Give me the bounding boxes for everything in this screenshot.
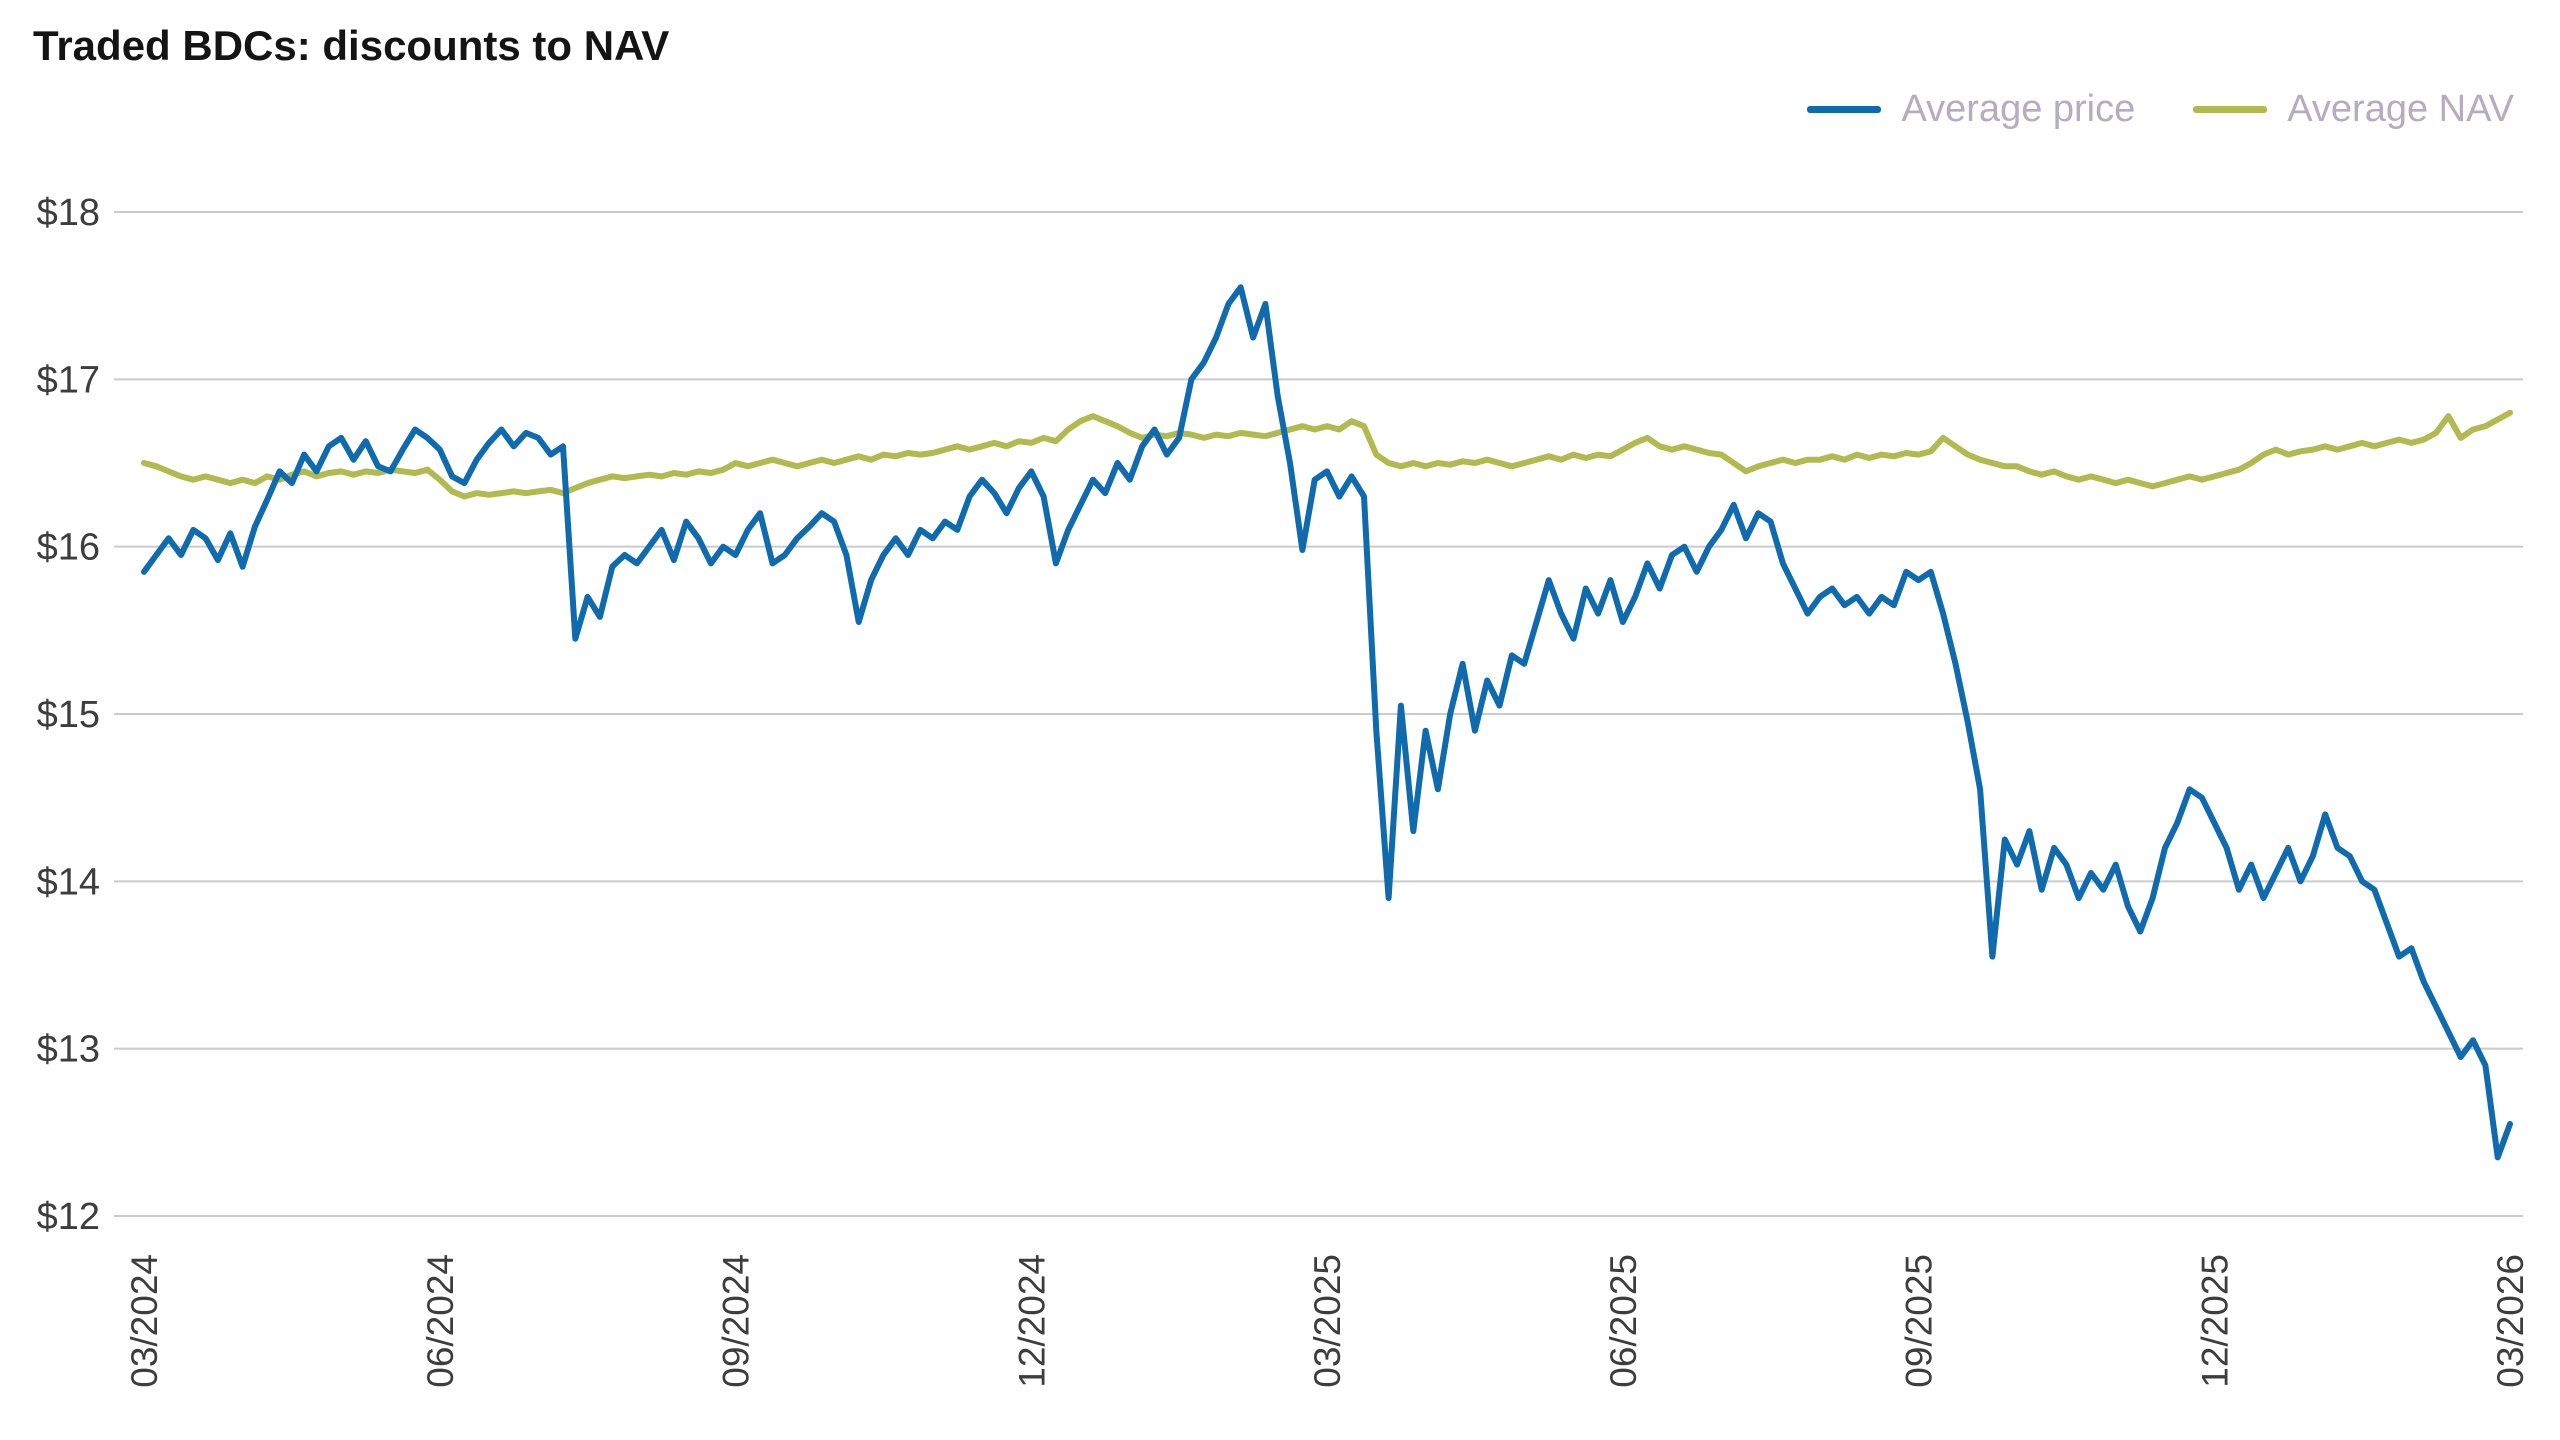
y-tick-label: $12 — [37, 1196, 100, 1238]
average-nav-line-swatch — [2193, 106, 2268, 113]
y-axis-labels: $18 $17 $16 $15 $14 $13 $12 — [37, 192, 100, 1238]
y-tick-label: $15 — [37, 694, 100, 736]
x-tick-label: 12/2024 — [1011, 1254, 1052, 1388]
x-tick-label: 03/2026 — [2490, 1254, 2531, 1388]
y-tick-label: $13 — [37, 1029, 100, 1071]
x-tick-label: 06/2024 — [420, 1254, 461, 1388]
x-tick-label: 12/2025 — [2194, 1254, 2235, 1388]
x-tick-label: 09/2024 — [716, 1254, 757, 1388]
y-tick-label: $16 — [37, 527, 100, 569]
x-tick-label: 03/2025 — [1307, 1254, 1348, 1388]
legend-item-average-price: Average price — [1807, 88, 2135, 131]
y-tick-label: $14 — [37, 861, 100, 903]
series-lines — [141, 284, 2513, 1161]
series-line-average-nav — [141, 409, 2513, 500]
x-tick-label: 03/2024 — [124, 1254, 165, 1388]
legend-label-average-nav: Average NAV — [2287, 88, 2514, 130]
legend: Average price Average NAV — [1807, 88, 2514, 131]
average-price-line-swatch — [1807, 106, 1882, 113]
legend-label-average-price: Average price — [1901, 88, 2136, 130]
x-axis-labels: 03/2024 06/2024 09/2024 12/2024 03/2025 06/20… — [124, 1254, 2531, 1388]
y-tick-label: $17 — [37, 359, 100, 401]
legend-item-average-nav: Average NAV — [2193, 88, 2514, 131]
chart-title: Traded BDCs: discounts to NAV — [33, 22, 670, 69]
x-tick-label: 06/2025 — [1603, 1254, 1644, 1388]
series-line-average-price — [141, 284, 2513, 1161]
x-tick-label: 09/2025 — [1899, 1254, 1940, 1388]
gridlines — [114, 211, 2523, 1217]
y-tick-label: $18 — [37, 192, 100, 234]
